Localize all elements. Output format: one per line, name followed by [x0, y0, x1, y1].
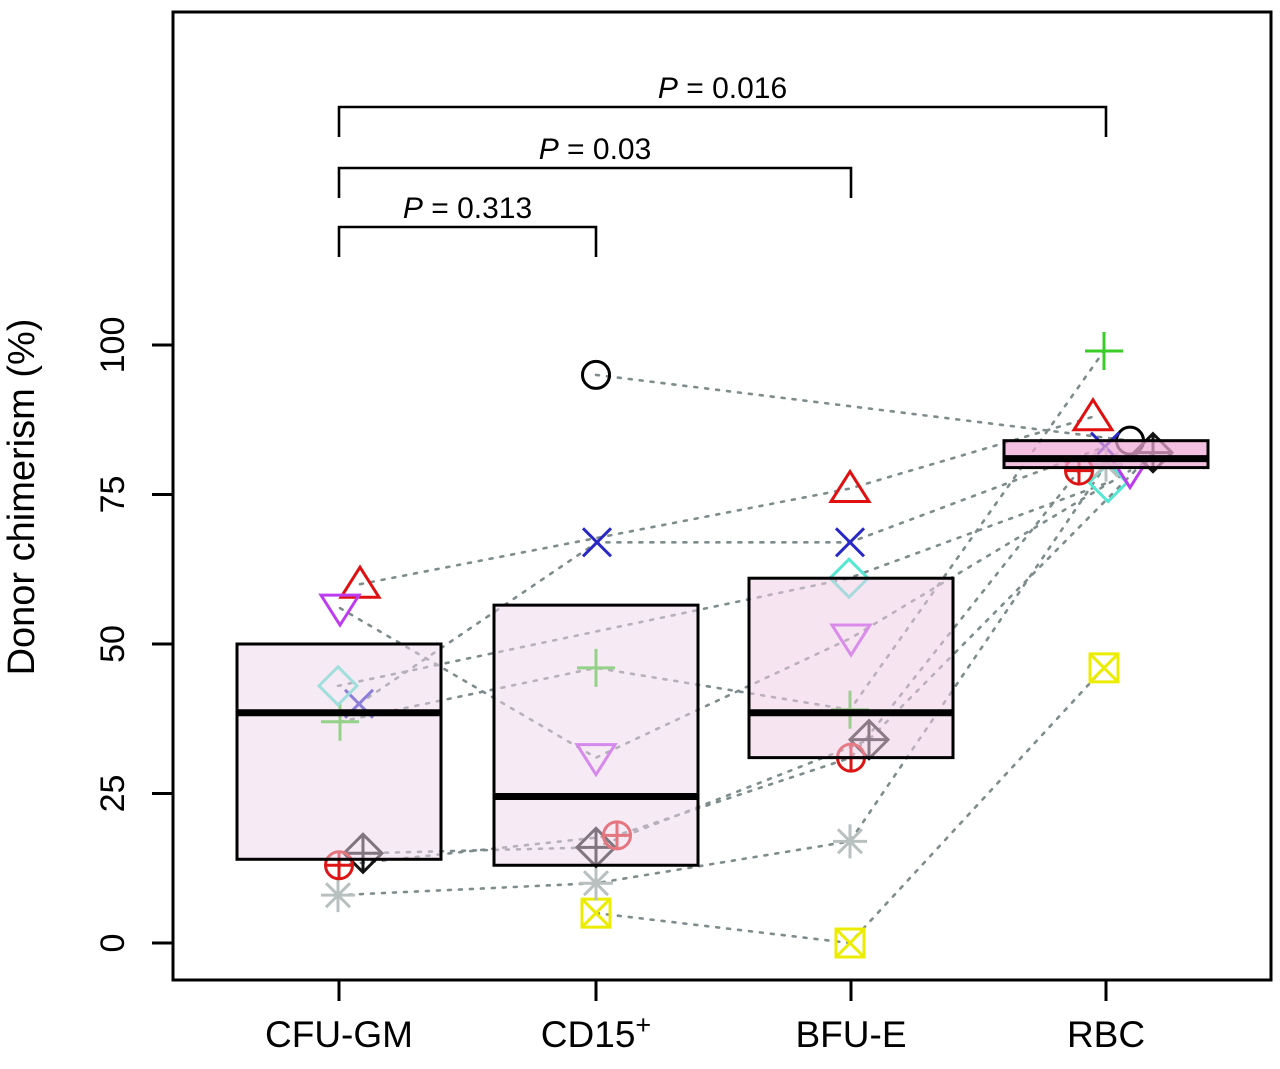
connector-patient-triangle-up: [358, 415, 1095, 586]
point-patient-x-2: [834, 527, 866, 558]
connector-patient-diamond-plus: [361, 451, 1155, 855]
boxplots: [235, 439, 1210, 867]
connector-patient-circle: [594, 373, 1132, 442]
bracket: [337, 166, 853, 198]
point-patient-asterisk-2: [833, 824, 867, 859]
point-patient-asterisk-1: [579, 866, 613, 901]
point-patient-asterisk-0: [321, 878, 355, 913]
y-tick-label: 0: [94, 934, 132, 953]
square-x-glyph: [834, 927, 866, 959]
axes: 0 25 50 75 100 CFU-GM CD15+ BFU-E RBC: [94, 10, 1273, 1055]
x-category-label: BFU-E: [796, 1014, 907, 1055]
triangle-down-glyph: [318, 593, 362, 628]
connector-patient-diamond: [336, 481, 1110, 688]
point-patient-circle-1: [581, 359, 611, 390]
square-x-glyph: [580, 898, 612, 929]
plus-glyph: [1085, 331, 1123, 370]
point-patient-triangle-down-0: [318, 593, 362, 628]
p-value-label: P = 0.313: [403, 192, 532, 225]
asterisk-glyph: [324, 882, 352, 909]
y-tick-label: 50: [94, 625, 132, 663]
point-patient-triangle-up-3: [1071, 396, 1115, 432]
asterisk-glyph: [582, 870, 610, 897]
triangle-up-glyph: [338, 564, 382, 599]
point-patient-triangle-up-2: [828, 468, 872, 504]
p-value-label: P = 0.016: [658, 72, 787, 105]
box-BFU-E: [747, 576, 955, 760]
y-tick-label: 100: [94, 317, 132, 374]
y-tick-label: 75: [94, 476, 132, 514]
patient-connector-lines: [336, 349, 1155, 945]
x-category-label: CD15+: [541, 1010, 651, 1055]
bracket: [337, 225, 598, 257]
p-value-label: P = 0.03: [539, 133, 652, 166]
box-CFU-GM: [235, 642, 443, 861]
point-patient-square-x-1: [580, 897, 612, 929]
point-patient-x-1: [581, 527, 613, 558]
y-tick-label: 25: [94, 775, 132, 813]
box-CD15+: [492, 603, 700, 867]
connector-patient-asterisk: [336, 463, 1108, 897]
point-patient-square-x-3: [1088, 652, 1120, 684]
point-patient-square-x-2: [834, 927, 866, 959]
circle-glyph: [581, 359, 611, 390]
point-patient-triangle-up-0: [338, 564, 382, 599]
asterisk-glyph: [836, 828, 864, 855]
x-glyph: [581, 527, 613, 558]
connector-patient-x: [357, 445, 1107, 706]
triangle-up-glyph: [1071, 396, 1115, 432]
x-glyph: [834, 527, 866, 558]
box-RBC: [1002, 439, 1210, 470]
data-points: [316, 331, 1175, 959]
x-category-label: CFU-GM: [265, 1014, 413, 1055]
x-category-label: RBC: [1067, 1014, 1145, 1055]
triangle-up-glyph: [828, 468, 872, 504]
bracket: [337, 105, 1108, 137]
connector-patient-plus: [338, 349, 1106, 724]
connector-patient-triangle-down: [338, 469, 1132, 760]
square-x-glyph: [1088, 652, 1120, 683]
y-axis-title: Donor chimerism (%): [1, 319, 43, 676]
point-patient-plus-3: [1085, 331, 1123, 370]
